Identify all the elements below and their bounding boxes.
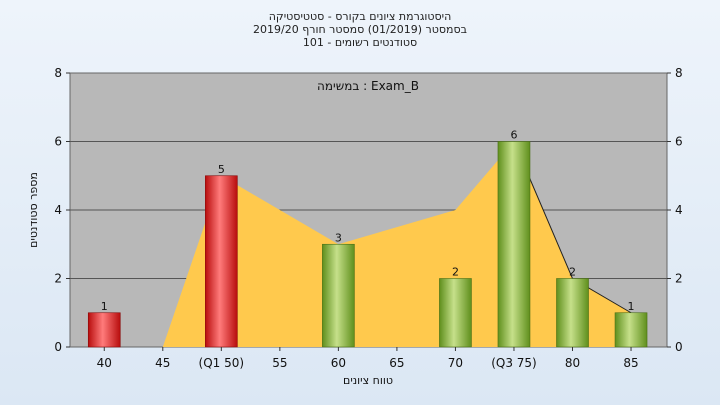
label-layer: 1 5 3 2 6 2 1 [101, 129, 635, 313]
y-tick-label-left-4: 8 [54, 66, 62, 80]
x-tick-label-7: (Q3 75) [491, 356, 537, 370]
x-tick-label-6: 70 [448, 356, 463, 370]
x-tick-label-4: 60 [331, 356, 346, 370]
axis-layer: 0 02 24 46 68 840 45 (Q1 50) 55 60 65 70 (Q3 75) 80 85 [54, 66, 682, 370]
x-tick-label-2: (Q1 50) [199, 356, 245, 370]
data-label-8: 2 [569, 266, 576, 279]
data-label-9: 1 [628, 300, 635, 313]
bar-6 [439, 278, 472, 348]
data-label-0: 1 [101, 300, 108, 313]
chart-title-line-1: היסטוגרמת ציונים בקורס - סטטיסטיקה [268, 10, 452, 23]
x-tick-label-9: 85 [623, 356, 638, 370]
bar-0 [87, 312, 121, 348]
bar-7 [497, 141, 531, 348]
x-tick-label-8: 80 [565, 356, 580, 370]
bar-layer [87, 141, 648, 348]
y-tick-label-left-1: 2 [54, 272, 62, 286]
data-label-6: 2 [452, 266, 459, 279]
bar-4 [322, 243, 355, 348]
bar-2 [205, 175, 238, 348]
y-tick-label-right-0: 0 [675, 340, 683, 354]
y-tick-label-left-3: 6 [54, 135, 62, 149]
data-label-4: 3 [335, 231, 342, 244]
y-tick-label-right-3: 6 [675, 135, 683, 149]
x-tick-label-0: 40 [97, 356, 112, 370]
chart-title-line-3: סטודנטים רשומים - 101 [302, 36, 418, 49]
y-tick-label-left-0: 0 [54, 340, 62, 354]
x-tick-label-3: 55 [272, 356, 287, 370]
chart-title-line-2: בסמסטר (01/2019) סמסטר חורף 2019/20 [253, 23, 467, 36]
bar-8 [556, 278, 589, 348]
y-tick-label-right-1: 2 [675, 272, 683, 286]
y-tick-label-right-4: 8 [675, 66, 683, 80]
chart-titles: היסטוגרמת ציונים בקורס - סטטיסטיקה בסמסט… [0, 10, 720, 49]
bar-9 [614, 312, 648, 348]
y-axis-title: מספר סטודנטים [27, 172, 40, 248]
x-tick-label-1: 45 [155, 356, 170, 370]
y-tick-label-right-2: 4 [675, 203, 683, 217]
x-axis-title: טווח ציונים [343, 374, 393, 387]
y-tick-label-left-2: 4 [54, 203, 62, 217]
data-label-7: 6 [510, 129, 517, 142]
data-label-2: 5 [218, 163, 225, 176]
x-tick-label-5: 65 [389, 356, 404, 370]
chart-annotation: במשימה : Exam_B [317, 79, 419, 93]
